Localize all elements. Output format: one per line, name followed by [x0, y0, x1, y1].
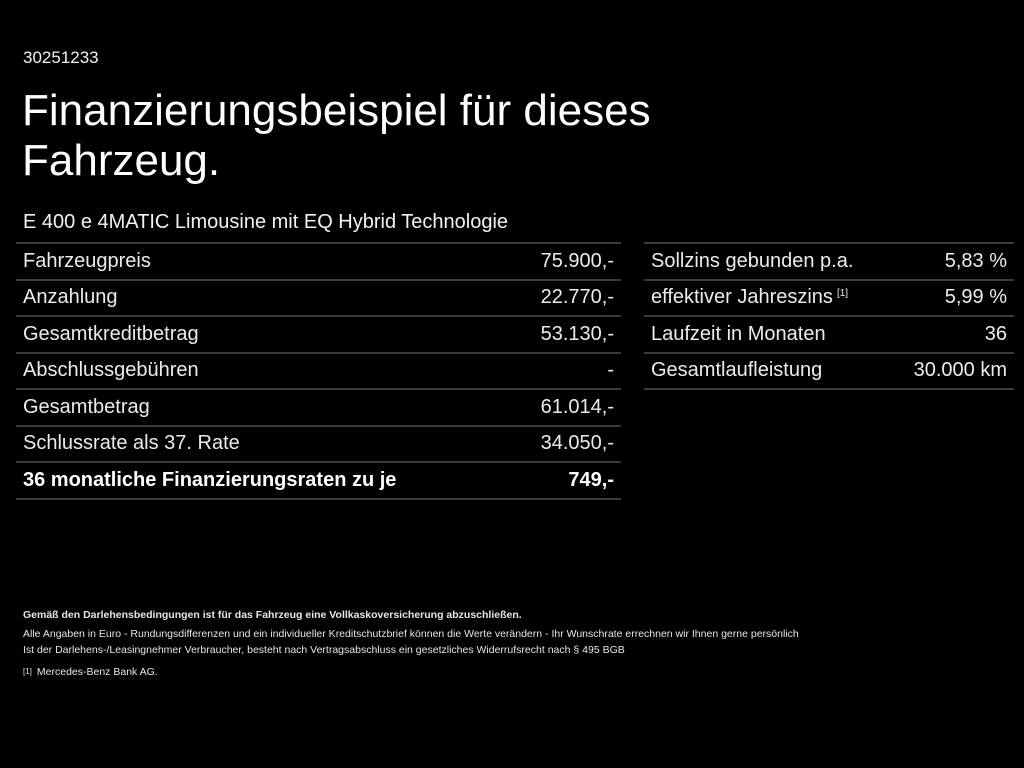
row-value: 5,99 %: [944, 286, 1007, 309]
table-row: Anzahlung 22.770,-: [16, 281, 621, 317]
footnote-text: Mercedes-Benz Bank AG.: [36, 666, 158, 678]
table-row: Fahrzeugpreis 75.900,-: [16, 244, 621, 281]
financing-table: Fahrzeugpreis 75.900,- Anzahlung 22.770,- …: [16, 242, 621, 500]
table-row: Gesamtlaufleistung 30.000 km: [644, 354, 1014, 390]
table-row: effektiver Jahreszins [1] 5,99 %: [644, 281, 1014, 317]
row-label: Abschlussgebühren: [23, 359, 199, 382]
row-label: Gesamtlaufleistung: [651, 359, 823, 382]
table-row: Laufzeit in Monaten 36: [644, 317, 1014, 354]
row-label: Gesamtbetrag: [23, 395, 150, 418]
row-label: Gesamtkreditbetrag: [23, 322, 199, 345]
row-value: 749,-: [568, 469, 614, 491]
row-value: 61.014,-: [540, 395, 614, 418]
row-label: 36 monatliche Finanzierungsraten zu je: [23, 469, 397, 491]
interest-table: Sollzins gebunden p.a. 5,83 % effektiver …: [644, 242, 1014, 390]
row-value: 5,83 %: [944, 249, 1007, 272]
row-value: 75.900,-: [540, 249, 614, 272]
withdrawal-note: Ist der Darlehens-/Leasingnehmer Verbrau…: [23, 644, 625, 656]
vehicle-id: 30251233: [23, 48, 99, 67]
row-value: 53.130,-: [540, 322, 614, 345]
row-value: 22.770,-: [540, 286, 614, 309]
row-label: effektiver Jahreszins: [651, 286, 833, 309]
vehicle-model: E 400 e 4MATIC Limousine mit EQ Hybrid T…: [23, 211, 509, 233]
table-row: Schlussrate als 37. Rate 34.050,-: [16, 427, 621, 463]
row-value: 34.050,-: [540, 432, 614, 455]
row-label: Laufzeit in Monaten: [651, 322, 826, 345]
footnote: [1] Mercedes-Benz Bank AG.: [23, 663, 799, 681]
row-label: Fahrzeugpreis: [23, 249, 151, 272]
footnote-marker: [1]: [836, 287, 849, 299]
row-value: 30.000 km: [913, 359, 1007, 382]
row-label: Schlussrate als 37. Rate: [23, 432, 240, 455]
row-value: 36: [984, 322, 1007, 345]
legal-notes: Gemäß den Darlehensbedingungen ist für d…: [23, 606, 799, 681]
table-row: Gesamtkreditbetrag 53.130,-: [16, 317, 621, 354]
insurance-note: Gemäß den Darlehensbedingungen ist für d…: [23, 609, 522, 621]
table-row: Sollzins gebunden p.a. 5,83 %: [644, 244, 1014, 281]
row-value: -: [607, 359, 614, 382]
monthly-rate-row: 36 monatliche Finanzierungsraten zu je 74…: [16, 463, 621, 500]
page-title: Finanzierungsbeispiel für dieses Fahrzeu…: [22, 86, 651, 185]
row-label: Anzahlung: [23, 286, 118, 309]
row-label: Sollzins gebunden p.a.: [651, 249, 854, 272]
table-row: Abschlussgebühren -: [16, 354, 621, 390]
table-row: Gesamtbetrag 61.014,-: [16, 390, 621, 427]
disclaimer-note: Alle Angaben in Euro - Rundungsdifferenz…: [23, 628, 799, 640]
footnote-mark: [1]: [23, 667, 32, 676]
